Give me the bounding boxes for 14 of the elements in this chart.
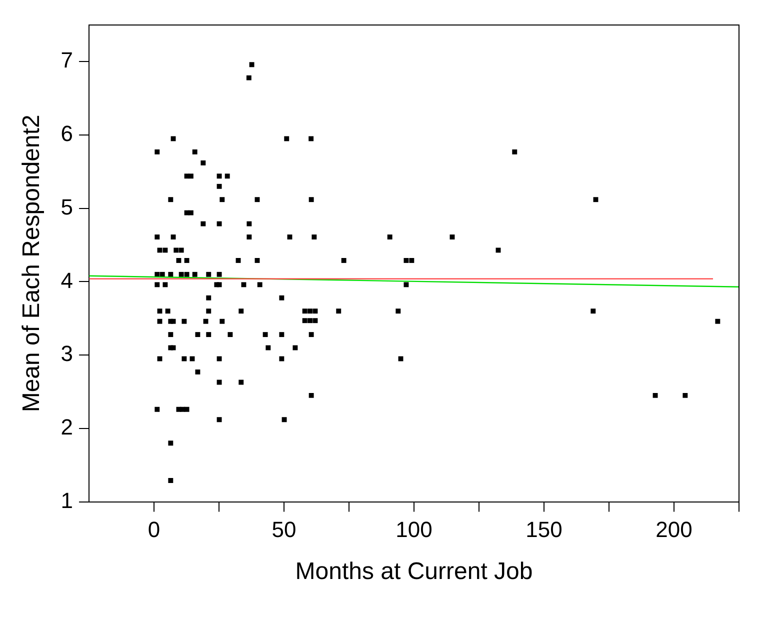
y-tick-label: 4 (60, 268, 74, 293)
x-tick-label: 150 (526, 517, 562, 542)
x-tick-label: 100 (396, 517, 432, 542)
x-tick-label: 200 (656, 517, 692, 542)
x-tick-label: 50 (272, 517, 296, 542)
x-tick-label: 0 (148, 517, 160, 542)
y-tick-label: 5 (60, 194, 74, 220)
y-tick-label: 3 (60, 341, 74, 366)
y-tick-label: 2 (60, 414, 74, 440)
y-tick-label: 7 (60, 48, 74, 73)
x-axis-title: Months at Current Job (295, 558, 533, 586)
y-axis-title: Mean of Each Respondent2 (18, 114, 46, 412)
y-tick-label: 6 (60, 121, 74, 146)
y-tick-label: 1 (60, 488, 74, 513)
